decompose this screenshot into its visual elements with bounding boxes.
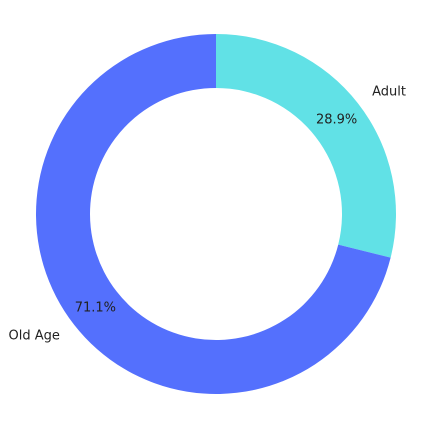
category-label-adult: Adult <box>372 85 406 100</box>
slice-old-age <box>35 34 391 394</box>
slice-adult <box>216 34 396 258</box>
value-label-adult: 28.9% <box>316 112 357 127</box>
value-label-old-age: 71.1% <box>75 301 116 316</box>
category-label-old-age: Old Age <box>9 328 60 343</box>
